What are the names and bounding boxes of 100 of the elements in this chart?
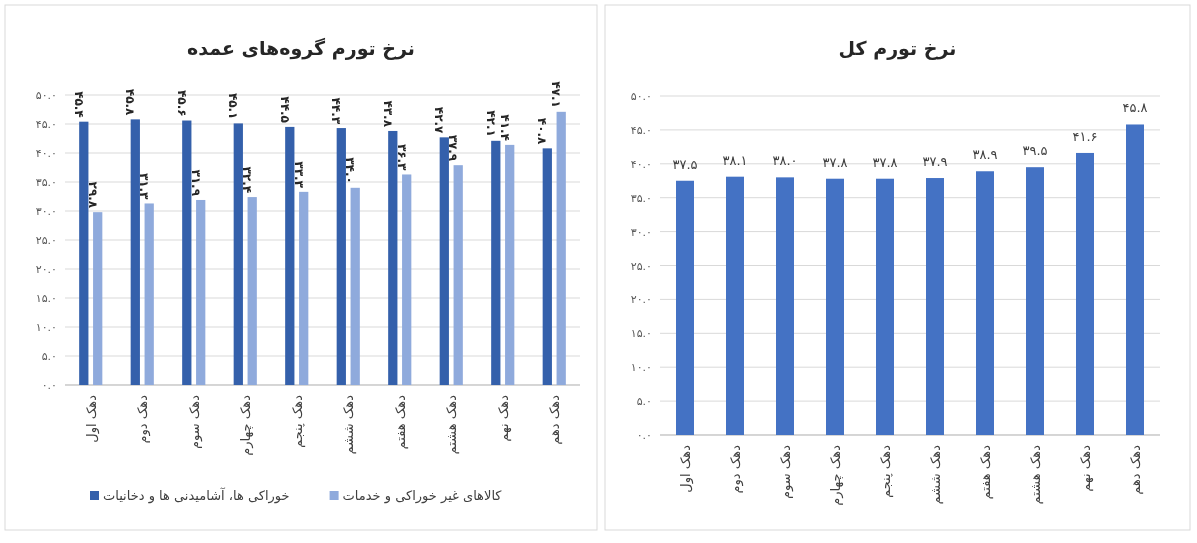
y-tick-label: ۵۰.۰ bbox=[35, 89, 57, 102]
x-tick-label: دهک ششم bbox=[341, 394, 358, 455]
bar bbox=[453, 165, 463, 385]
legend-label: کالاهای غیر خوراکی و خدمات bbox=[342, 488, 503, 504]
data-label: ۳۸.۱ bbox=[722, 152, 748, 168]
y-tick-label: ۲۵.۰ bbox=[630, 259, 652, 273]
legend-label: خوراکی ها، آشامیدنی ها و دخانیات bbox=[103, 487, 290, 504]
bar bbox=[542, 148, 552, 385]
x-tick-label: دهک پنجم bbox=[289, 394, 306, 448]
y-tick-label: ۲۵.۰ bbox=[35, 234, 57, 247]
data-label: ۴۱.۶ bbox=[1072, 128, 1098, 144]
y-tick-label: ۳۵.۰ bbox=[630, 191, 652, 205]
y-tick-label: ۴۰.۰ bbox=[35, 147, 57, 160]
bar bbox=[826, 178, 844, 435]
x-tick-label: دهک دهم bbox=[1128, 444, 1144, 495]
data-label: ۴۵.۴ bbox=[71, 91, 86, 118]
x-tick-label: دهک نهم bbox=[1078, 444, 1094, 492]
data-label: ۳۷.۵ bbox=[672, 156, 698, 172]
y-tick-label: ۵.۰ bbox=[636, 395, 652, 409]
y-tick-label: ۳۵.۰ bbox=[35, 176, 57, 189]
x-tick-label: دهک پنجم bbox=[878, 444, 894, 498]
data-label: ۳۲.۴ bbox=[240, 166, 255, 194]
y-tick-label: ۵۰.۰ bbox=[630, 90, 652, 103]
x-tick-label: دهک اول bbox=[678, 444, 694, 493]
bar bbox=[726, 176, 744, 435]
data-label: ۴۵.۸ bbox=[123, 88, 138, 117]
bar bbox=[556, 111, 566, 385]
data-label: ۳۸.۰ bbox=[772, 153, 798, 169]
data-label: ۳۸.۹ bbox=[972, 147, 998, 163]
x-tick-label: دهک هشتم bbox=[1028, 444, 1044, 505]
data-label: ۴۳.۸ bbox=[380, 100, 395, 128]
data-label: ۴۴.۳ bbox=[329, 97, 344, 125]
x-tick-label: دهک دوم bbox=[728, 444, 744, 494]
bar bbox=[876, 178, 894, 435]
bar bbox=[439, 137, 449, 385]
data-label: ۳۷.۸ bbox=[822, 154, 848, 170]
bar bbox=[350, 187, 360, 385]
data-label: ۴۰.۸ bbox=[535, 117, 550, 146]
bar bbox=[1126, 124, 1144, 435]
y-tick-label: ۱۰.۰ bbox=[630, 361, 652, 375]
chart-title: نرخ تورم کل bbox=[838, 37, 957, 60]
bar bbox=[505, 144, 515, 385]
data-label: ۳۹.۵ bbox=[1022, 143, 1048, 159]
y-tick-label: ۴۵.۰ bbox=[630, 123, 652, 137]
data-label: ۲۹.۸ bbox=[85, 181, 100, 209]
data-label: ۳۱.۳ bbox=[137, 172, 152, 201]
data-label: ۴۴.۵ bbox=[277, 96, 292, 123]
data-label: ۳۳.۳ bbox=[291, 161, 306, 189]
bar bbox=[130, 119, 140, 385]
x-tick-label: دهک نهم bbox=[495, 394, 512, 442]
bar bbox=[926, 178, 944, 435]
x-tick-label: دهک هفتم bbox=[392, 394, 409, 450]
bar bbox=[182, 120, 192, 385]
y-tick-label: ۱۵.۰ bbox=[630, 327, 652, 341]
bar bbox=[196, 199, 206, 385]
bar bbox=[491, 140, 501, 385]
x-tick-label: دهک هفتم bbox=[978, 444, 994, 500]
data-label: ۳۴.۰ bbox=[343, 157, 358, 184]
data-label: ۴۲.۱ bbox=[483, 110, 498, 137]
y-tick-label: ۵.۰ bbox=[41, 350, 57, 363]
bar bbox=[79, 121, 89, 385]
y-tick-label: ۰.۰ bbox=[41, 379, 57, 392]
data-label: ۴۲.۷ bbox=[432, 106, 447, 135]
bar bbox=[1026, 167, 1044, 435]
data-label: ۴۷.۱ bbox=[549, 81, 564, 108]
data-label: ۳۶.۳ bbox=[394, 143, 409, 172]
x-tick-label: دهک سوم bbox=[186, 394, 203, 450]
x-tick-label: دهک چهارم bbox=[828, 444, 844, 506]
data-label: ۴۵.۱ bbox=[226, 92, 241, 120]
bar bbox=[233, 123, 243, 385]
bar bbox=[299, 191, 309, 385]
x-tick-label: دهک سوم bbox=[778, 444, 794, 500]
y-tick-label: ۲۰.۰ bbox=[630, 293, 652, 307]
bar bbox=[93, 212, 103, 385]
data-label: ۴۵.۶ bbox=[174, 89, 189, 117]
bar bbox=[144, 203, 154, 385]
bar bbox=[776, 177, 794, 435]
y-tick-label: ۲۰.۰ bbox=[35, 263, 57, 276]
data-label: ۳۱.۹ bbox=[188, 169, 203, 197]
bar bbox=[285, 126, 295, 385]
data-label: ۳۷.۹ bbox=[446, 134, 461, 162]
chart-title: نرخ تورم گروه‌های عمده bbox=[187, 37, 415, 60]
data-label: ۴۵.۸ bbox=[1122, 100, 1148, 116]
y-tick-label: ۱۰.۰ bbox=[35, 321, 57, 334]
bar bbox=[388, 130, 398, 385]
data-label: ۴۱.۴ bbox=[497, 114, 512, 141]
x-tick-label: دهک چهارم bbox=[238, 394, 255, 456]
x-tick-label: دهک اول bbox=[83, 394, 100, 443]
y-tick-label: ۳۰.۰ bbox=[630, 225, 652, 239]
y-tick-label: ۳۰.۰ bbox=[35, 205, 57, 218]
bar bbox=[676, 180, 694, 435]
y-tick-label: ۴۵.۰ bbox=[35, 118, 57, 131]
bar bbox=[976, 171, 994, 435]
bar bbox=[336, 128, 346, 385]
y-tick-label: ۴۰.۰ bbox=[630, 157, 652, 171]
bar bbox=[402, 174, 412, 385]
x-tick-label: دهک دهم bbox=[547, 394, 564, 445]
bar bbox=[1076, 152, 1094, 435]
bar bbox=[247, 197, 257, 385]
x-tick-label: دهک هشتم bbox=[444, 394, 461, 455]
